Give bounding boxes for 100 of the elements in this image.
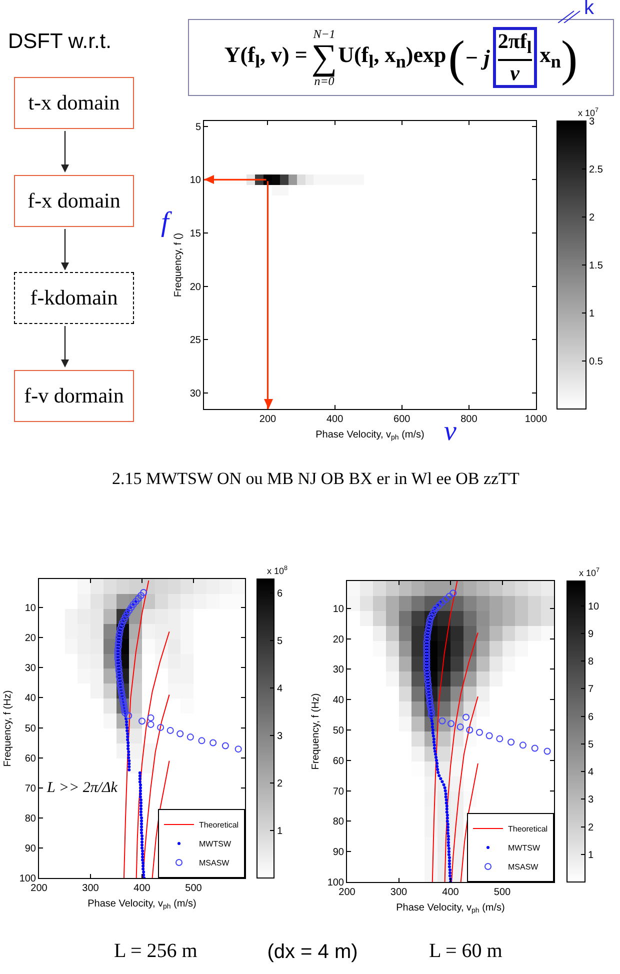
y-tick-label: 80 [24, 813, 36, 824]
point [122, 709, 129, 716]
point [442, 596, 450, 603]
point [496, 735, 504, 742]
y-tick-label: 5 [195, 122, 202, 133]
x-tick-label: 1000 [524, 414, 548, 425]
color-bar-label: 8 [588, 656, 594, 668]
color-bar-label: 3 [589, 116, 595, 128]
color-bar-label: 4 [277, 684, 283, 695]
text: f [161, 207, 172, 238]
annotation: L >> 2π/Δk [46, 780, 118, 796]
x-tick-label: 200 [259, 414, 276, 425]
point [430, 608, 438, 615]
y-tick-label: 100 [19, 874, 36, 884]
point [134, 595, 142, 602]
x-axis-title: Phase Velocity, v$_{ph}$ (m/s) [88, 898, 196, 911]
point [128, 604, 135, 612]
point [210, 739, 217, 746]
y-tick-label: 40 [24, 693, 36, 704]
y-tick-label: 30 [24, 663, 36, 674]
color-bar-label: 1 [589, 308, 595, 320]
y-tick-label: 50 [332, 725, 344, 736]
x-tick-label: 500 [494, 887, 512, 898]
y-tick-label: 90 [24, 843, 36, 854]
y-tick-label: 20 [332, 634, 344, 646]
point [157, 724, 164, 731]
point [424, 680, 432, 688]
point [531, 744, 538, 752]
x-tick-label: 400 [134, 883, 151, 894]
text: t-x domain [28, 90, 120, 114]
point [428, 610, 436, 618]
color-bar-title: x 10$^{8}$ [267, 565, 288, 576]
point [462, 714, 470, 721]
y-tick-label: 25 [190, 335, 202, 346]
x-tick-label: 300 [82, 883, 100, 894]
point [425, 690, 432, 697]
text: f-v dormain [24, 383, 124, 407]
point [140, 589, 148, 596]
color-bar-label: 7 [588, 684, 594, 696]
point [428, 708, 435, 716]
x-tick-label: 200 [338, 887, 356, 898]
text: 2.15 MWTSW ON ou MB NJ OB BX er in Wl ee OB zzTT [112, 469, 520, 488]
point [222, 742, 229, 750]
point [147, 714, 154, 722]
text: Y(f$_{l}$, v) = [224, 42, 308, 72]
text: ) [560, 30, 578, 86]
point [427, 705, 434, 712]
color-bar-label: 5 [588, 739, 594, 750]
legend-label: MSASW [199, 858, 230, 868]
text: − j [464, 44, 490, 70]
color-bar-label: 1 [588, 850, 594, 861]
color-bar-title: x 10$^{7}$ [578, 107, 600, 118]
y-tick-label: 50 [24, 723, 36, 734]
point [423, 654, 430, 661]
color-bar-label: 6 [588, 712, 594, 723]
x-tick-label: 800 [460, 414, 478, 425]
point [138, 718, 146, 725]
text: 2πf$_{l}$ [498, 29, 532, 58]
y-tick-label: 70 [24, 783, 36, 794]
x-axis-title: Phase Velocity, v$_{ph}$ (m/s) [396, 902, 505, 915]
point [120, 616, 128, 624]
y-tick-label: 80 [332, 816, 344, 828]
y-tick-label: 10 [24, 603, 36, 614]
y-tick-label: 20 [190, 282, 202, 293]
legend-label: Theoretical [199, 820, 239, 830]
y-tick-label: 30 [190, 388, 202, 400]
x-axis-title: Phase Velocity, v$_{ph}$ (m/s) [316, 430, 424, 442]
legend-label: MWTSW [199, 840, 232, 849]
color-bar-label: 2 [277, 778, 283, 790]
point [122, 613, 130, 620]
color-bar-label: 6 [277, 588, 283, 600]
text: f-kdomain [30, 286, 118, 310]
x-tick-label: 400 [442, 887, 460, 898]
legend-label: MWTSW [508, 844, 540, 853]
point [124, 610, 131, 618]
point [486, 732, 493, 740]
point [147, 720, 154, 728]
point [544, 748, 551, 755]
point [120, 706, 128, 714]
point [438, 717, 446, 724]
point [125, 712, 132, 720]
x-tick-label: 200 [30, 883, 48, 894]
y-tick-label: 60 [24, 753, 36, 764]
y-axis-title: Frequency, f (Hz) [2, 690, 14, 767]
color-bar-title: x 10$^{7}$ [579, 567, 600, 578]
text: v [444, 416, 457, 447]
point [446, 592, 453, 600]
point [126, 607, 133, 614]
text: N−1 [313, 27, 336, 42]
legend-label: MSASW [508, 862, 539, 872]
point [508, 738, 515, 746]
point [450, 590, 457, 597]
legend-label: Theoretical [508, 824, 548, 834]
point [176, 730, 184, 738]
color-bar-label: 0.5 [589, 356, 604, 368]
color-bar-label: 2.5 [589, 164, 604, 176]
point [476, 728, 483, 736]
point [137, 592, 144, 600]
point [426, 702, 434, 710]
text: f-x domain [28, 188, 120, 212]
